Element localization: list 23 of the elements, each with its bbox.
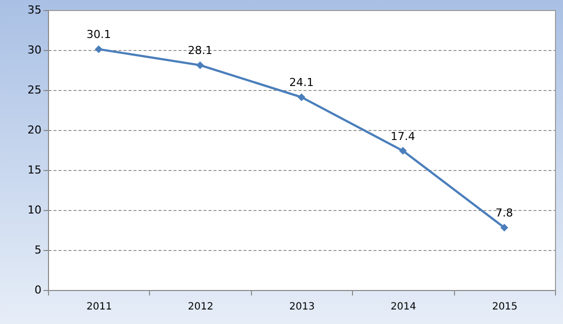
x-tick-label: 2015 (492, 302, 518, 312)
x-tick-label: 2013 (289, 302, 315, 312)
data-label: 7.8 (496, 206, 514, 220)
point (94, 45, 103, 54)
point (500, 224, 508, 232)
point (298, 93, 306, 102)
data-label: 28.1 (188, 44, 212, 58)
y-tick-label: 20 (28, 124, 42, 136)
data-label: 24.1 (289, 76, 314, 90)
data-label: 17.4 (390, 130, 416, 143)
y-tick-label: 35 (28, 4, 42, 16)
x-tick-label: 2011 (86, 302, 112, 312)
y-tick-label: 25 (28, 84, 42, 96)
y-tick-label: 5 (34, 244, 42, 256)
y-tick-label: 0 (34, 284, 42, 296)
point (196, 61, 204, 70)
y-tick-label: 15 (28, 164, 42, 176)
data-label: 30.1 (86, 28, 111, 42)
y-tick-label: 30 (28, 44, 42, 56)
point (399, 146, 407, 155)
x-tick-label: 2014 (390, 302, 416, 312)
y-tick-label: 10 (28, 204, 42, 216)
x-tick-label: 2012 (188, 302, 214, 312)
